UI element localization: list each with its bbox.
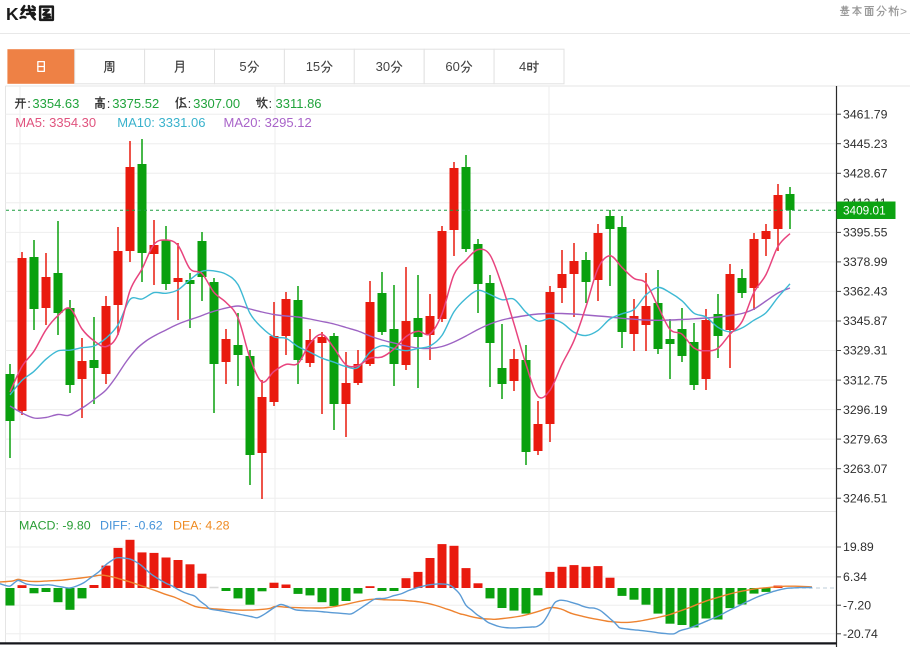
svg-text:60: 60	[445, 59, 459, 74]
svg-text:19.89: 19.89	[843, 540, 874, 554]
svg-text:3329.31: 3329.31	[843, 344, 888, 358]
svg-text:3263.07: 3263.07	[843, 462, 888, 476]
svg-text:3375.52: 3375.52	[112, 96, 159, 111]
svg-text:5: 5	[239, 59, 246, 74]
svg-text::: :	[188, 96, 192, 111]
svg-text:3307.00: 3307.00	[193, 96, 240, 111]
svg-text:-20.74: -20.74	[843, 627, 878, 641]
svg-text:K: K	[6, 4, 19, 24]
svg-text::: :	[27, 96, 31, 111]
svg-text:3354.63: 3354.63	[32, 96, 79, 111]
svg-text:3395.55: 3395.55	[843, 226, 888, 240]
svg-text::: :	[107, 96, 111, 111]
svg-text:DIFF: -0.62: DIFF: -0.62	[100, 519, 163, 533]
svg-text:3428.67: 3428.67	[843, 167, 888, 181]
svg-text:3445.23: 3445.23	[843, 137, 888, 151]
svg-text:3409.01: 3409.01	[843, 204, 886, 218]
svg-text:3311.86: 3311.86	[276, 96, 322, 111]
svg-text:MACD: -9.80: MACD: -9.80	[19, 519, 91, 533]
svg-text::: :	[269, 96, 273, 111]
svg-text:3461.79: 3461.79	[843, 107, 888, 121]
svg-text:MA5: 3354.30: MA5: 3354.30	[15, 115, 96, 130]
svg-text:30: 30	[376, 59, 390, 74]
svg-text:6.34: 6.34	[843, 570, 867, 584]
svg-text:3378.99: 3378.99	[843, 255, 888, 269]
svg-text:-7.20: -7.20	[843, 598, 871, 612]
svg-text:3312.75: 3312.75	[843, 373, 888, 387]
svg-text:DEA: 4.28: DEA: 4.28	[173, 519, 230, 533]
svg-text:15: 15	[306, 59, 320, 74]
svg-text:3362.43: 3362.43	[843, 285, 888, 299]
svg-text:MA10: 3331.06: MA10: 3331.06	[117, 115, 205, 130]
svg-text:3296.19: 3296.19	[843, 403, 888, 417]
svg-text:MA20: 3295.12: MA20: 3295.12	[224, 115, 312, 130]
svg-text:4: 4	[519, 59, 526, 74]
svg-text:3246.51: 3246.51	[843, 491, 888, 505]
svg-text:>: >	[900, 5, 907, 19]
svg-text:3345.87: 3345.87	[843, 314, 888, 328]
svg-text:3279.63: 3279.63	[843, 432, 888, 446]
